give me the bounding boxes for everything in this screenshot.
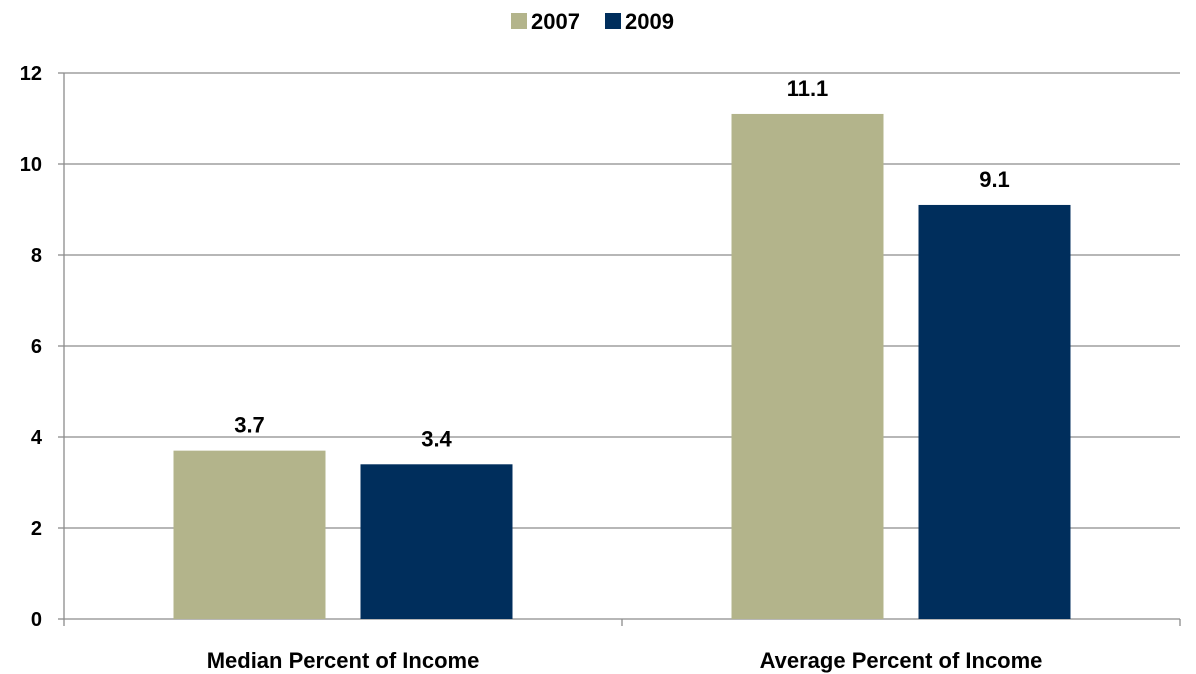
y-tick-label: 4 — [31, 427, 43, 449]
y-tick-label: 12 — [20, 63, 42, 85]
y-tick-label: 10 — [20, 154, 42, 176]
y-tick-label: 6 — [31, 336, 42, 358]
bar-2009-1 — [918, 204, 1071, 619]
data-label: 11.1 — [787, 76, 829, 101]
bar-2007-1 — [731, 113, 884, 619]
y-tick-label: 0 — [31, 609, 42, 631]
y-tick-label: 8 — [31, 245, 42, 267]
data-label: 9.1 — [979, 167, 1010, 192]
bar-2009-0 — [360, 464, 513, 619]
data-label: 3.7 — [234, 413, 265, 438]
legend: 2007 2009 — [511, 9, 674, 34]
legend-label-2007: 2007 — [531, 9, 580, 34]
data-labels: 3.7 3.4 11.1 9.1 — [234, 76, 1010, 451]
y-tick-label: 2 — [31, 518, 42, 540]
x-category-label: Median Percent of Income — [207, 648, 480, 673]
x-category-label: Average Percent of Income — [760, 648, 1043, 673]
legend-swatch-2009 — [605, 13, 621, 29]
legend-label-2009: 2009 — [625, 9, 674, 34]
bar-2007-0 — [173, 450, 326, 619]
bars — [173, 113, 1071, 619]
axes: 0 2 4 6 8 10 12 Median Percent of Income Average… — [20, 63, 1181, 673]
legend-swatch-2007 — [511, 13, 527, 29]
data-label: 3.4 — [421, 426, 452, 451]
